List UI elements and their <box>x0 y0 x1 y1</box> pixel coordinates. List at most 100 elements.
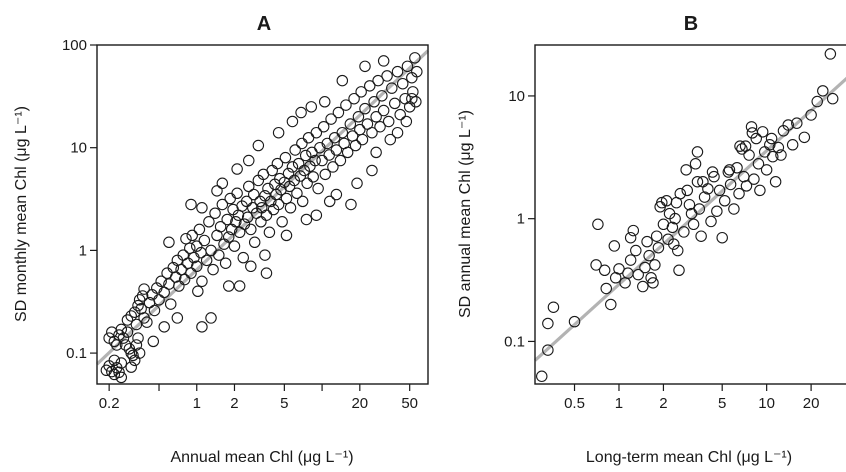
panel-a-data-point <box>115 371 128 384</box>
panel-a-data-point <box>319 168 332 181</box>
panel-b-data-point <box>656 196 668 209</box>
panel-a-data-point <box>260 267 273 279</box>
panel-b-x-tick-label: 1 <box>615 395 623 412</box>
panel-b-data-point <box>786 139 799 151</box>
panel-a-data-point <box>376 90 388 102</box>
panel-a-data-point <box>340 99 352 111</box>
panel-a-data-point <box>386 82 398 94</box>
panel-a-data-point <box>346 130 359 142</box>
panel-a-x-axis-label: Annual mean Chl (μg L⁻¹) <box>170 449 353 466</box>
panel-a-data-point <box>310 209 323 221</box>
panel-a-data-point <box>327 161 339 173</box>
panel-a-data-point <box>185 198 197 211</box>
panel-b-data-point <box>702 183 714 195</box>
panel-a-data-point <box>121 326 134 338</box>
panel-a-data-point <box>148 304 161 317</box>
panel-a-data-point <box>164 298 177 310</box>
panel-b-data-point <box>647 277 659 289</box>
panel-a-x-tick-label: 2 <box>230 395 238 412</box>
panel-b-data-point <box>608 240 621 252</box>
panel-b-data-point <box>592 218 604 231</box>
panel-a-data-point <box>115 357 128 369</box>
panel-a-data-point <box>272 126 285 139</box>
panel-a-data-point <box>388 97 401 110</box>
panel-a-data-point <box>301 177 313 190</box>
panel-a-data-point <box>147 335 160 348</box>
panel-a-x-axis: 0.2 1 2 5 20 50 <box>99 384 418 412</box>
panel-a-data-point <box>377 104 390 117</box>
panel-b-data-point <box>711 205 723 217</box>
panel-a-data-point <box>219 257 232 269</box>
panel-a-data-point <box>279 151 292 164</box>
panel-a-data-point <box>130 339 143 351</box>
panel-a-data-point <box>334 154 347 167</box>
panel-b-y-tick-label: 1 <box>517 211 525 228</box>
panel-a-data-point <box>332 106 345 119</box>
panel-a-data-point <box>295 106 307 119</box>
panel-a-data-point <box>190 240 203 252</box>
panel-a-data-point <box>323 149 335 161</box>
panel-b-data-point <box>542 317 554 330</box>
panel-a-x-tick-label: 50 <box>401 395 418 412</box>
panel-a-data-point <box>141 316 153 328</box>
panel-a-data-point <box>185 267 197 279</box>
panel-a-data-point <box>406 92 418 105</box>
panel-a-data-point <box>255 216 267 228</box>
panel-a-data-point <box>243 180 255 193</box>
panel-a-data-point <box>198 234 211 247</box>
panel-a-data-point <box>330 188 343 201</box>
panel-a-data-point <box>272 198 285 211</box>
panel-b-x-tick-label: 10 <box>758 395 775 412</box>
panel-a-fit-line-layer <box>95 49 430 366</box>
panel-b-data-point <box>678 226 690 238</box>
panel-a-data-point <box>163 236 175 249</box>
panel-a-data-point <box>196 275 208 288</box>
panel-a-data-point <box>190 260 203 273</box>
panel-b-data-point <box>723 164 736 176</box>
panel-b-data-point <box>764 139 776 151</box>
panel-a-data-point <box>171 312 184 324</box>
panel-a-data-point <box>348 92 360 105</box>
panel-b-x-tick-label: 2 <box>659 395 667 412</box>
panel-b-data-point <box>706 166 719 178</box>
panel-a-data-point <box>252 139 265 152</box>
panel-b-x-tick-label: 5 <box>718 395 726 412</box>
panel-b-data-point <box>775 149 787 161</box>
panel-a-data-point <box>113 366 125 379</box>
panel-a-data-point <box>341 146 354 159</box>
panel-a-y-tick-label: 1 <box>79 242 87 259</box>
panel-a-data-point <box>394 108 406 121</box>
panel-a-data-point <box>384 133 397 146</box>
panel-a-data-point <box>248 236 261 249</box>
panel-a-y-axis: 0.1 1 10 100 <box>62 37 97 362</box>
panel-a-y-tick-label: 100 <box>62 37 87 54</box>
panel-a-data-point <box>216 198 229 211</box>
panel-a-data-point <box>245 260 257 273</box>
panel-b-data-point <box>683 198 696 211</box>
panel-a-data-point <box>296 195 309 208</box>
panel-b-data-point <box>739 140 752 152</box>
panel-b-data-point <box>624 254 637 266</box>
panel-a-data-point <box>193 223 206 236</box>
panel-b-data-point <box>748 173 760 185</box>
panel-a-data-point <box>374 120 386 133</box>
panel-a-data-point <box>230 216 242 228</box>
panel-a-data-point <box>203 216 215 228</box>
panel-b-data-point <box>600 282 612 295</box>
panel-a-data-point <box>115 323 128 336</box>
panel-a-data-point <box>351 177 363 190</box>
panel-b-data-point <box>693 203 706 215</box>
panel-a-data-point <box>231 187 243 200</box>
panel-b-y-axis: 0.1 1 10 <box>504 88 535 350</box>
panel-b-data-point <box>670 196 683 209</box>
panel-a-data-point <box>121 314 134 326</box>
panel-b-data-point <box>568 315 581 328</box>
panel-a-data-point <box>158 321 170 333</box>
panel-a-data-point <box>127 349 139 362</box>
panel-a-data-point <box>138 283 150 295</box>
panel-b-y-tick-label: 0.1 <box>504 333 525 350</box>
panel-a-data-point <box>359 102 371 115</box>
panel-a-data-point <box>108 354 121 367</box>
panel-a-data-point <box>355 86 367 98</box>
